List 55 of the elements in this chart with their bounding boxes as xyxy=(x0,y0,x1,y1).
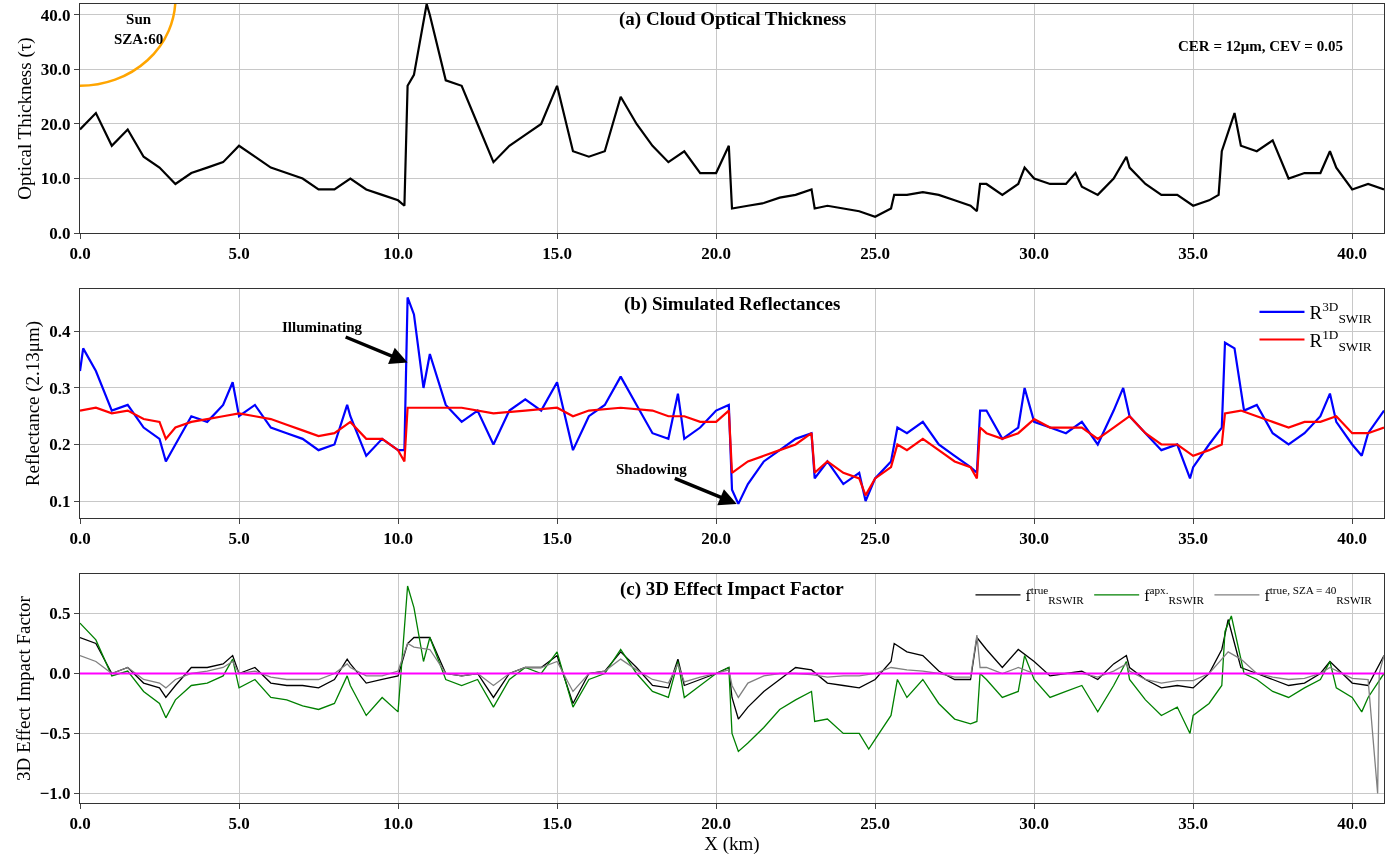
chart-title: (a) Cloud Optical Thickness xyxy=(619,8,847,30)
x-tick-label: 30.0 xyxy=(1019,529,1050,549)
x-tick-label: 5.0 xyxy=(228,244,250,264)
x-tick-label: 15.0 xyxy=(542,244,572,264)
y-axis-title: Optical Thickness (τ) xyxy=(13,37,36,200)
y-tick-label: 0.5 xyxy=(49,604,71,624)
x-tick-label: 20.0 xyxy=(701,814,731,834)
annotation: Illuminating xyxy=(282,319,363,335)
x-tick-label: 15.0 xyxy=(542,814,572,834)
x-axis-title: X (km) xyxy=(704,833,760,856)
y-tick-label: 0.1 xyxy=(49,492,71,512)
y-tick-label: 0.3 xyxy=(49,378,71,398)
y-tick-label: −1.0 xyxy=(39,784,71,804)
x-tick-label: 40.0 xyxy=(1337,529,1368,549)
y-axis-title: 3D Effect Impact Factor xyxy=(12,595,34,781)
y-tick-label: 20.0 xyxy=(40,114,71,134)
line-series xyxy=(80,618,1384,720)
x-tick-label: 10.0 xyxy=(383,814,413,834)
x-tick-label: 0.0 xyxy=(69,529,91,549)
x-tick-label: 10.0 xyxy=(383,529,413,549)
x-tick-label: 20.0 xyxy=(701,244,731,264)
x-tick-label: 35.0 xyxy=(1178,814,1209,834)
y-axis-title: Reflectance (2.13μm) xyxy=(22,320,45,487)
x-tick-label: 35.0 xyxy=(1178,529,1209,549)
x-tick-label: 40.0 xyxy=(1337,814,1368,834)
x-tick-label: 0.0 xyxy=(69,814,91,834)
line-series xyxy=(80,406,1384,497)
y-tick-label: −0.5 xyxy=(39,724,71,744)
x-tick-label: 25.0 xyxy=(860,244,890,264)
x-tick-label: 0.0 xyxy=(69,244,91,264)
x-tick-label: 30.0 xyxy=(1019,814,1050,834)
y-tick-label: 0.2 xyxy=(49,435,71,455)
x-tick-label: 20.0 xyxy=(701,529,731,549)
annotation: Sun SZA:60 xyxy=(114,11,164,47)
y-tick-label: 40.0 xyxy=(40,5,71,25)
annotation: Shadowing xyxy=(616,461,688,477)
x-tick-label: 30.0 xyxy=(1019,244,1050,264)
line-series xyxy=(80,4,1384,218)
chart-title: (c) 3D Effect Impact Factor xyxy=(620,578,845,600)
y-tick-label: 0.4 xyxy=(49,322,72,342)
x-tick-label: 25.0 xyxy=(860,529,890,549)
x-tick-label: 10.0 xyxy=(383,244,413,264)
y-tick-label: 0.0 xyxy=(49,224,71,243)
x-tick-label: 25.0 xyxy=(860,814,890,834)
y-tick-label: 30.0 xyxy=(40,60,71,80)
x-tick-label: 5.0 xyxy=(228,529,250,549)
line-series xyxy=(80,296,1384,505)
x-tick-label: 40.0 xyxy=(1337,244,1368,264)
y-tick-label: 10.0 xyxy=(40,169,71,189)
annotation: CER = 12μm, CEV = 0.05 xyxy=(1178,38,1343,54)
x-tick-label: 15.0 xyxy=(542,529,572,549)
y-tick-label: 0.0 xyxy=(49,664,71,684)
x-tick-label: 5.0 xyxy=(228,814,250,834)
x-tick-label: 35.0 xyxy=(1178,244,1209,264)
chart-title: (b) Simulated Reflectances xyxy=(624,293,841,315)
